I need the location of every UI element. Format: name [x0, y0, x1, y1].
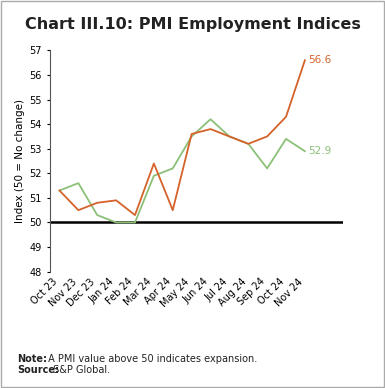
Y-axis label: Index (50 = No change): Index (50 = No change) [15, 99, 25, 223]
Text: Note:: Note: [17, 354, 47, 364]
Text: Source:: Source: [17, 365, 59, 375]
Text: Chart III.10: PMI Employment Indices: Chart III.10: PMI Employment Indices [25, 17, 360, 33]
Text: A PMI value above 50 indicates expansion.: A PMI value above 50 indicates expansion… [45, 354, 257, 364]
Text: S&P Global.: S&P Global. [50, 365, 110, 375]
Text: 56.6: 56.6 [309, 55, 332, 65]
Text: 52.9: 52.9 [309, 146, 332, 156]
